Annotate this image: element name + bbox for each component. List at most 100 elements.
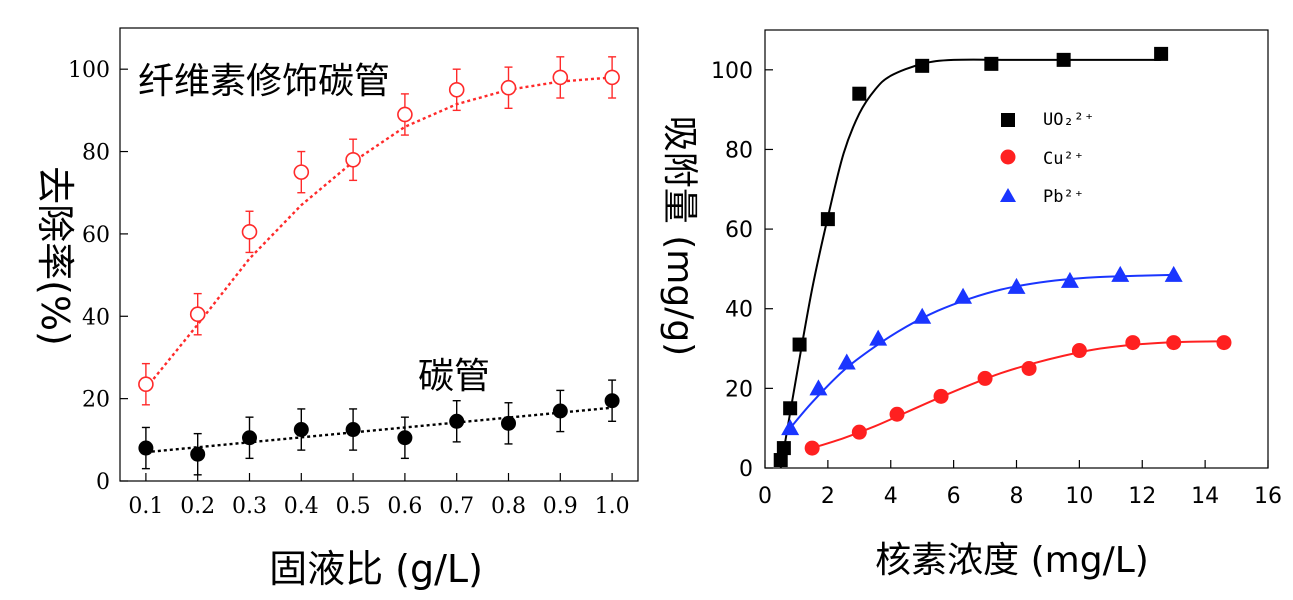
left-series-label-modified: 纤维素修饰碳管	[138, 61, 390, 102]
right-data-point	[1154, 46, 1169, 61]
right-y-tick-label: 40	[725, 298, 753, 323]
legend-marker-pb	[1000, 188, 1016, 202]
right-data-point	[915, 58, 930, 73]
right-x-axis-label: 核素浓度 (mg/L)	[875, 540, 1149, 581]
left-data-point	[189, 306, 206, 323]
left-y-tick-label: 0	[96, 470, 110, 495]
right-data-point	[773, 453, 788, 468]
right-fit-curve	[779, 58, 1162, 469]
right-data-point	[837, 353, 856, 370]
left-y-tick-label: 100	[68, 58, 110, 83]
left-data-point	[604, 69, 620, 86]
left-x-tick-label: 0.6	[387, 494, 422, 519]
left-data-point	[242, 430, 257, 446]
right-x-ticks: 0 2 4 6 8 10 12 14 16	[758, 460, 1282, 509]
left-x-tick-label: 0.4	[284, 494, 319, 519]
left-data-point	[552, 69, 569, 86]
left-data-point	[293, 422, 309, 438]
right-y-tick-label: 20	[725, 377, 753, 402]
right-y-ticks: 0 20 40 60 80 100	[711, 59, 773, 482]
left-fit-line	[145, 406, 613, 454]
left-y-ticks: 0 20 40 60 80 100	[68, 58, 128, 495]
legend-label-pb: Pb²⁺	[1043, 187, 1084, 207]
left-x-tick-label: 1.0	[595, 494, 630, 519]
legend-label-cu: Cu²⁺	[1043, 149, 1084, 169]
left-data-point	[500, 79, 517, 96]
left-x-ticks: 0.1 0.2 0.3 0.4 0.5 0.6 0.7 0.8 0.9 1.0	[128, 473, 630, 519]
legend-label-uo2: UO₂²⁺	[1043, 110, 1094, 130]
right-data-point	[1164, 265, 1183, 282]
right-data-point	[792, 337, 807, 352]
left-x-tick-label: 0.3	[232, 494, 267, 519]
right-data-point	[933, 388, 949, 404]
left-plot-area	[138, 56, 620, 476]
left-y-tick-label: 80	[82, 141, 110, 166]
right-data-point	[977, 370, 993, 386]
left-x-tick-label: 0.1	[128, 494, 163, 519]
left-data-point	[138, 440, 154, 456]
left-data-point	[397, 106, 413, 123]
left-chart-frame	[119, 27, 639, 482]
left-data-point	[448, 81, 465, 98]
right-fit-curve	[789, 273, 1174, 429]
right-data-point	[1125, 335, 1141, 351]
right-legend: UO₂²⁺ Cu²⁺ Pb²⁺	[1000, 110, 1094, 207]
left-data-point	[293, 164, 310, 180]
right-x-tick-label: 14	[1191, 484, 1219, 509]
right-x-tick-label: 8	[1010, 484, 1024, 509]
left-x-tick-label: 0.7	[439, 494, 474, 519]
left-data-point	[397, 430, 413, 446]
right-data-point	[851, 424, 867, 440]
right-plot-area	[773, 46, 1232, 469]
right-data-point	[984, 56, 999, 71]
right-data-point	[1060, 271, 1079, 288]
left-data-point	[190, 446, 206, 462]
legend-marker-uo2	[1001, 113, 1015, 127]
legend-marker-cu	[1000, 149, 1016, 165]
left-y-tick-label: 60	[82, 223, 110, 248]
right-data-point	[1021, 360, 1037, 376]
right-data-point	[809, 379, 828, 396]
left-data-point	[604, 393, 620, 409]
right-data-point	[869, 329, 888, 346]
right-data-point	[1007, 277, 1026, 294]
right-x-tick-label: 4	[884, 484, 898, 509]
left-series-label-cnt: 碳管	[418, 356, 490, 397]
right-data-point	[889, 406, 905, 422]
right-y-tick-label: 0	[739, 457, 753, 482]
right-x-tick-label: 10	[1065, 484, 1093, 509]
right-x-tick-label: 0	[758, 484, 772, 509]
right-data-point	[954, 287, 973, 304]
left-data-point	[138, 376, 154, 393]
left-x-tick-label: 0.8	[491, 494, 526, 519]
left-y-tick-label: 40	[82, 305, 110, 330]
left-chart: 0 20 40 60 80 100 0.1 0.2 0.3 0.4 0.5 0.6 0.7 0.8 0.9…	[33, 27, 639, 591]
right-x-tick-label: 2	[821, 484, 835, 509]
right-data-point	[804, 440, 820, 456]
right-data-point	[1166, 335, 1182, 351]
right-x-tick-label: 12	[1128, 484, 1156, 509]
right-y-tick-label: 60	[725, 218, 753, 243]
right-x-tick-label: 16	[1254, 484, 1282, 509]
right-chart-frame	[764, 29, 1269, 469]
right-data-point	[852, 86, 867, 101]
left-fit-line	[144, 76, 613, 390]
right-chart: 0 20 40 60 80 100 0 2 4 6 8 10 12 14 16 UO₂²⁺ Cu²⁺ Pb…	[659, 29, 1282, 581]
right-fit-curve	[811, 340, 1221, 450]
left-data-point	[345, 151, 361, 168]
right-data-point	[1111, 265, 1130, 282]
left-x-axis-label: 固液比 (g/L)	[269, 547, 483, 591]
right-data-point	[820, 212, 835, 227]
right-data-point	[781, 419, 800, 436]
left-x-tick-label: 0.9	[543, 494, 578, 519]
right-data-point	[783, 401, 798, 416]
left-data-point	[449, 413, 465, 429]
right-data-point	[776, 441, 791, 456]
right-y-tick-label: 80	[725, 138, 753, 163]
left-data-point	[501, 415, 516, 431]
right-data-point	[913, 307, 932, 324]
right-y-tick-label: 100	[711, 59, 753, 84]
left-data-point	[552, 403, 568, 419]
right-data-point	[1056, 52, 1071, 67]
right-y-axis-label: 吸附量 (mg/g)	[659, 116, 700, 356]
